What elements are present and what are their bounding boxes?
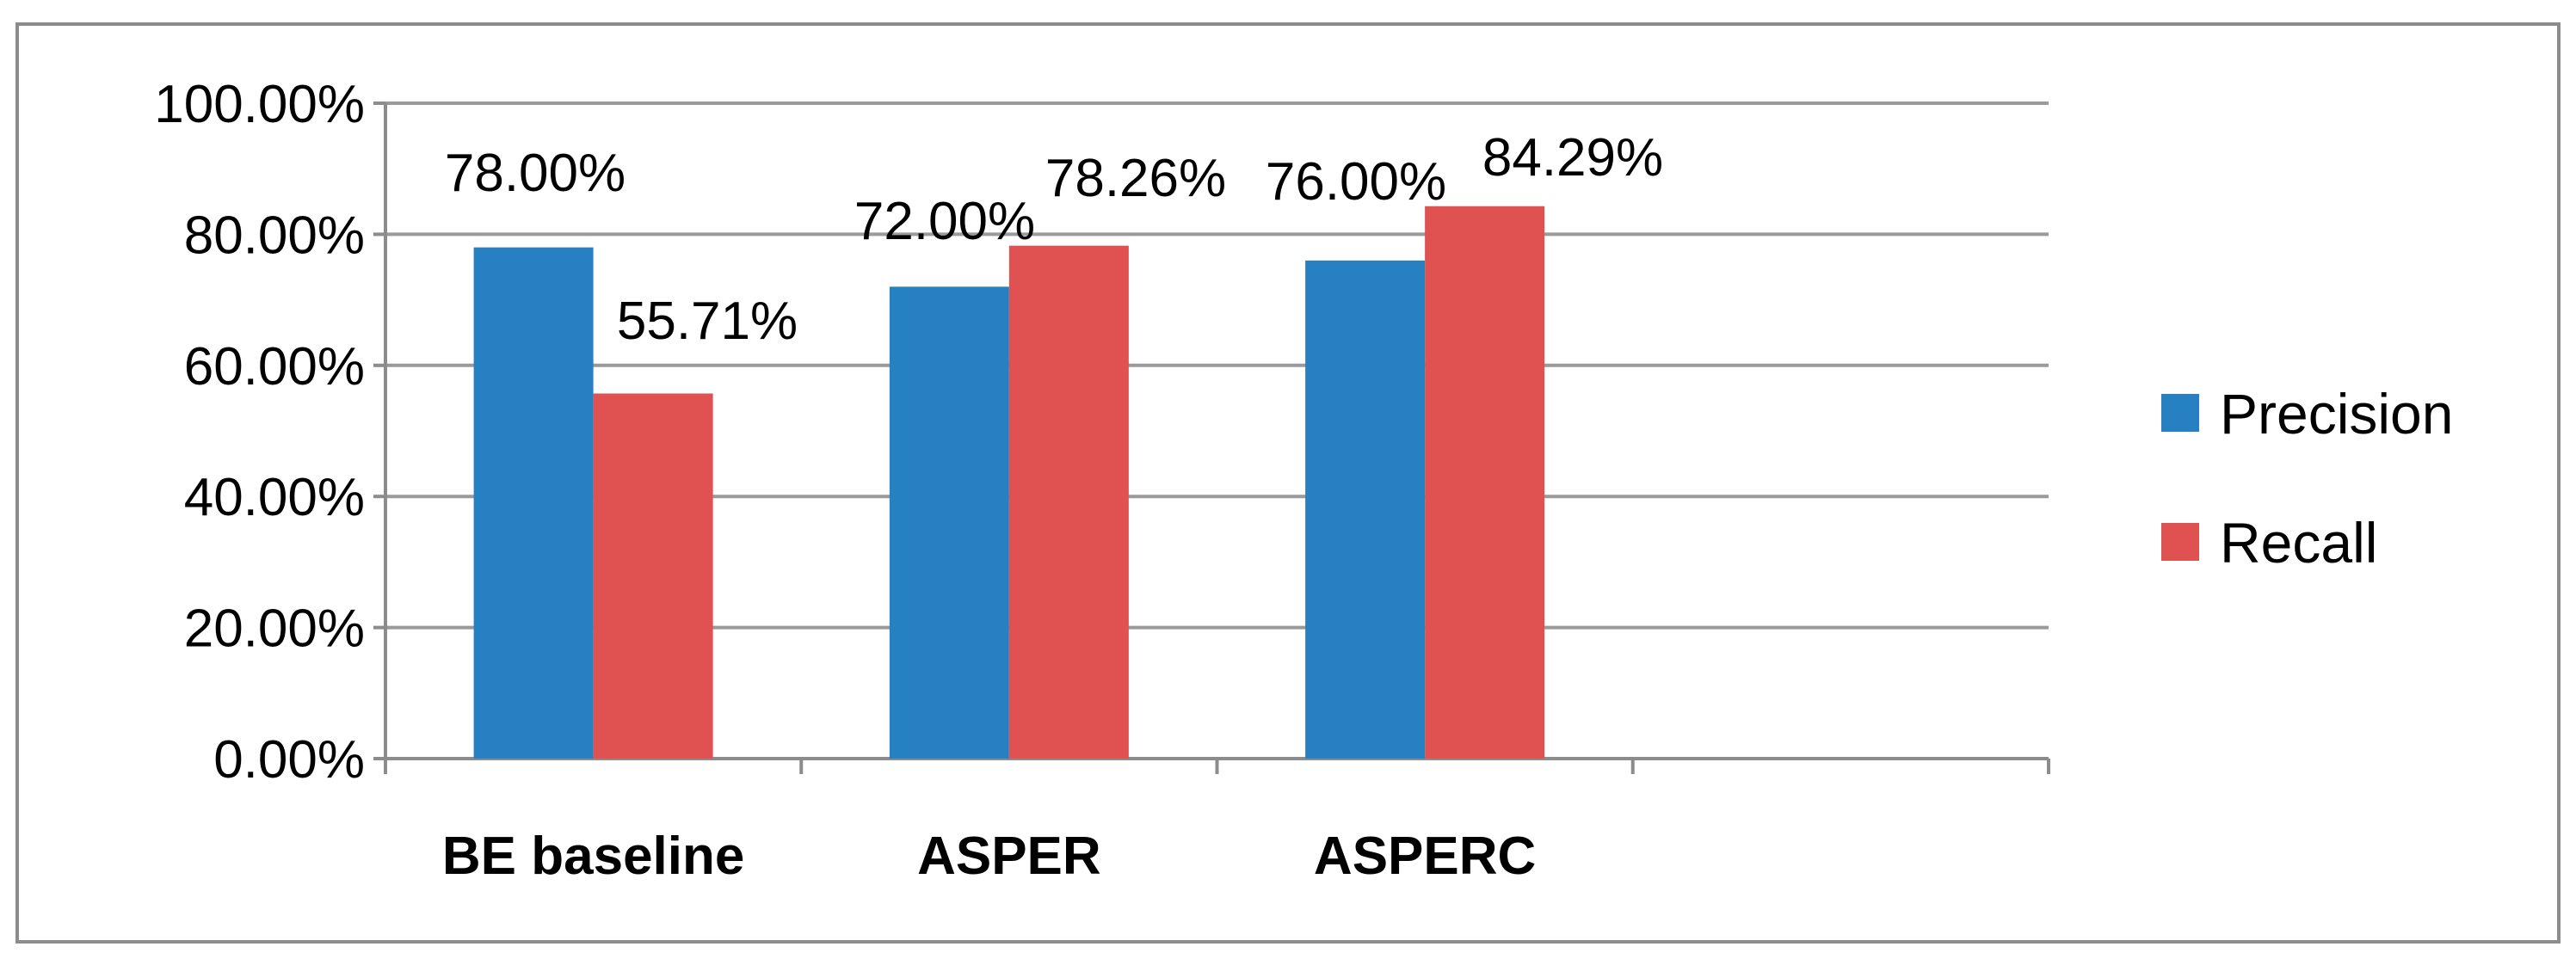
data-label-precision: 72.00% — [854, 192, 1035, 251]
bar-recall — [1008, 245, 1129, 759]
y-tick-label: 20.00% — [184, 599, 365, 659]
legend: Precision Recall — [2161, 382, 2453, 575]
data-label-recall: 84.29% — [1482, 128, 1663, 187]
y-tick-label: 80.00% — [184, 206, 365, 265]
data-label-precision: 76.00% — [1266, 152, 1446, 212]
y-tick-label: 100.00% — [154, 75, 365, 134]
axes: 0.00% 20.00% 40.00% 60.00% 80.00% 100.00% BE b… — [154, 75, 2050, 886]
bar-recall — [1425, 206, 1545, 759]
legend-label-recall: Recall — [2220, 511, 2377, 575]
chart-border — [15, 22, 2561, 944]
data-labels: 78.00% 72.00% 76.00% 55.71% 78.26% 84.29% — [445, 128, 1663, 351]
legend-swatch-recall — [2161, 523, 2199, 561]
data-label-recall: 55.71% — [617, 292, 798, 351]
y-tick-label: 40.00% — [184, 468, 365, 527]
data-label-precision: 78.00% — [445, 144, 626, 203]
x-category-label: BE baseline — [442, 827, 744, 886]
legend-label-precision: Precision — [2220, 382, 2453, 446]
bars — [473, 206, 1545, 759]
y-tick-label: 0.00% — [213, 730, 365, 790]
y-tick-label: 60.00% — [184, 337, 365, 397]
bar-precision — [473, 247, 594, 759]
legend-swatch-precision — [2161, 394, 2199, 432]
bar-precision — [1305, 260, 1426, 759]
data-label-recall: 78.26% — [1045, 149, 1226, 208]
x-category-label: ASPERC — [1314, 827, 1536, 886]
x-category-label: ASPER — [917, 827, 1101, 886]
bar-recall — [593, 393, 713, 759]
bar-precision — [889, 286, 1009, 759]
